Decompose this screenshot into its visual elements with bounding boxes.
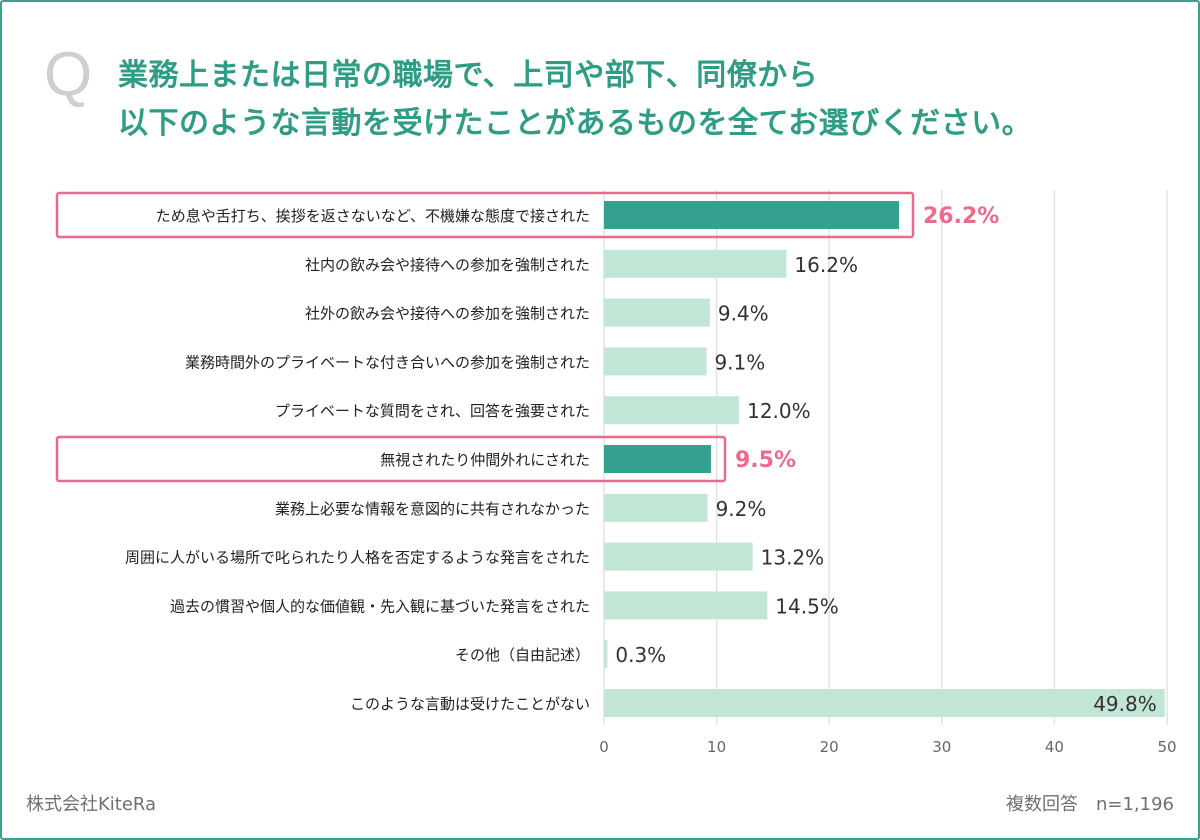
- value-label: 26.2%: [923, 204, 999, 229]
- highlight-box: [55, 435, 727, 483]
- value-label: 14.5%: [775, 594, 839, 618]
- bar: [604, 396, 740, 425]
- value-label: 16.2%: [794, 253, 858, 277]
- category-label: 業務上必要な情報を意図的に共有されなかった: [275, 500, 590, 518]
- title-line-1: 業務上または日常の職場で、上司や部下、同僚から: [118, 58, 819, 93]
- sample-note: 複数回答 n=1,196: [1005, 794, 1174, 815]
- category-label: プライベートな質問をされ、回答を強要された: [275, 402, 590, 420]
- category-label: このような言動は受けたことがない: [350, 695, 590, 713]
- bar: [604, 591, 768, 620]
- bar: [604, 347, 707, 376]
- value-label: 13.2%: [761, 546, 825, 570]
- bar: [604, 201, 900, 229]
- x-tick-label: 30: [932, 738, 951, 756]
- bar: [604, 542, 753, 571]
- chart-title: 業務上または日常の職場で、上司や部下、同僚から 以下のような言動を受けたことがあ…: [118, 52, 1032, 148]
- category-label: その他（自由記述）: [455, 646, 590, 664]
- x-tick-label: 10: [707, 738, 726, 756]
- category-label: ため息や舌打ち、挨拶を返さないなど、不機嫌な態度で接された: [156, 207, 590, 225]
- value-label: 9.4%: [718, 302, 769, 326]
- bar: [604, 445, 711, 473]
- bar: [604, 640, 608, 669]
- value-label: 12.0%: [747, 399, 811, 423]
- category-label: 無視されたり仲間外れにされた: [380, 451, 590, 469]
- value-label: 9.1%: [714, 350, 765, 374]
- x-tick-label: 40: [1045, 738, 1064, 756]
- bar: [604, 298, 710, 327]
- company-name: 株式会社KiteRa: [26, 794, 157, 815]
- value-label: 9.5%: [735, 448, 796, 473]
- x-tick-label: 0: [599, 738, 609, 756]
- value-label: 0.3%: [615, 643, 666, 667]
- bar: [604, 249, 787, 278]
- category-label: 業務時間外のプライベートな付き合いへの参加を強制された: [185, 353, 590, 371]
- category-label: 社外の飲み会や接待への参加を強制された: [305, 305, 590, 323]
- highlight-box: [55, 191, 915, 239]
- x-tick-label: 50: [1157, 738, 1176, 756]
- category-label: 周囲に人がいる場所で叱られたり人格を否定するような発言をされた: [125, 549, 590, 567]
- title-line-2: 以下のような言動を受けたことがあるものを全てお選びください。: [118, 106, 1033, 141]
- bar: [604, 493, 708, 522]
- category-label: 社内の飲み会や接待への参加を強制された: [305, 256, 590, 274]
- bar: [604, 689, 1165, 717]
- value-label: 49.8%: [1093, 692, 1157, 716]
- question-mark: Q: [44, 40, 93, 109]
- category-label: 過去の慣習や個人的な価値観・先入観に基づいた発言をされた: [170, 597, 590, 615]
- x-tick-label: 20: [820, 738, 839, 756]
- value-label: 9.2%: [716, 497, 767, 521]
